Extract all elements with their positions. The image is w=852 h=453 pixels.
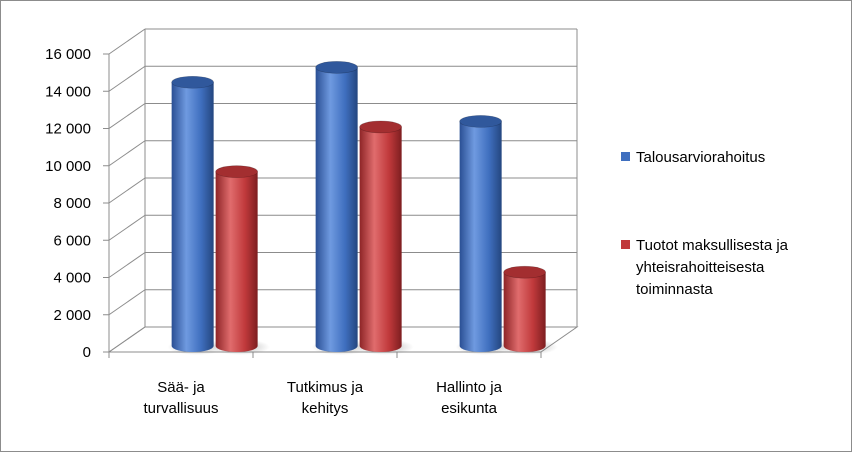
gridline-side — [108, 65, 146, 92]
y-tick-label: 6 000 — [53, 232, 91, 249]
gridline-side — [108, 103, 146, 129]
y-tick-label: 4 000 — [53, 270, 91, 287]
legend-label: yhteisrahoitteisesta — [636, 259, 765, 276]
y-tick-label: 14 000 — [45, 83, 91, 100]
bar-top — [171, 75, 214, 89]
gridline-side — [108, 214, 146, 241]
x-category-label: Hallinto ja — [436, 379, 503, 396]
bar-tuotot-1 — [359, 126, 402, 352]
x-category-label: Tutkimus ja — [287, 379, 364, 396]
y-tick-label: 0 — [83, 344, 91, 361]
gridline-side — [108, 289, 146, 316]
legend-swatch-1 — [621, 240, 630, 249]
gridline-side — [108, 28, 146, 55]
legend-label: Tuotot maksullisesta ja — [636, 237, 789, 254]
bar-top — [359, 120, 402, 134]
y-tick-label: 2 000 — [53, 307, 91, 324]
bar-tuotot-0 — [215, 171, 258, 352]
bar-talousarviorahoitus-2 — [459, 121, 502, 352]
bar-top — [459, 115, 502, 128]
legend-label: toiminnasta — [636, 281, 713, 298]
legend-swatch-0 — [621, 152, 630, 161]
x-category-label: esikunta — [441, 400, 498, 417]
y-tick-label: 10 000 — [45, 158, 91, 175]
gridline-side — [108, 177, 146, 204]
bar-top — [215, 165, 258, 178]
x-category-label: Sää- ja — [157, 379, 205, 396]
gridline-side — [108, 252, 146, 278]
bar-tuotot-2 — [503, 272, 546, 352]
x-category-label: kehitys — [302, 400, 349, 417]
bar-top — [315, 61, 358, 74]
x-category-label: turvallisuus — [143, 400, 218, 417]
bar-talousarviorahoitus-0 — [171, 82, 214, 352]
bar-talousarviorahoitus-1 — [315, 67, 358, 352]
legend-label: Talousarviorahoitus — [636, 149, 765, 166]
bar-top — [503, 265, 546, 279]
y-tick-label: 16 000 — [45, 46, 91, 63]
y-tick-label: 8 000 — [53, 195, 91, 212]
y-tick-label: 12 000 — [45, 121, 91, 138]
gridline-side — [108, 140, 146, 167]
